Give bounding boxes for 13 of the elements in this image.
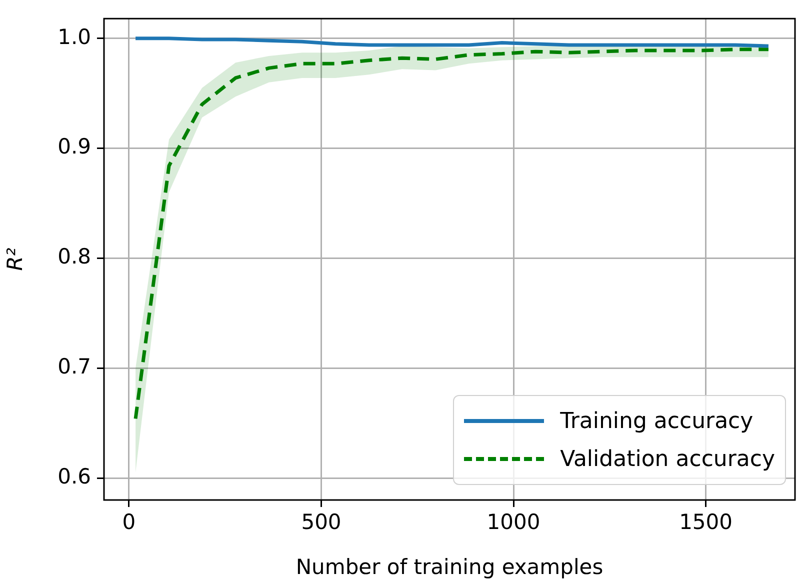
y-axis-title: R² bbox=[3, 247, 28, 271]
y-tick-label: 0.8 bbox=[58, 244, 91, 269]
y-tick-label: 0.6 bbox=[58, 464, 91, 488]
y-tick-label: 0.7 bbox=[58, 354, 91, 379]
legend-label: Validation accuracy bbox=[560, 446, 775, 472]
x-tick-label: 0 bbox=[122, 510, 136, 534]
x-tick-label: 500 bbox=[301, 510, 342, 534]
x-tick-label: 1000 bbox=[486, 510, 540, 534]
legend-label: Training accuracy bbox=[560, 408, 754, 434]
x-tick-label: 1500 bbox=[679, 510, 733, 534]
x-axis-title: Number of training examples bbox=[296, 554, 604, 579]
y-tick-label: 1.0 bbox=[58, 24, 91, 49]
y-tick-label: 0.9 bbox=[58, 134, 91, 159]
